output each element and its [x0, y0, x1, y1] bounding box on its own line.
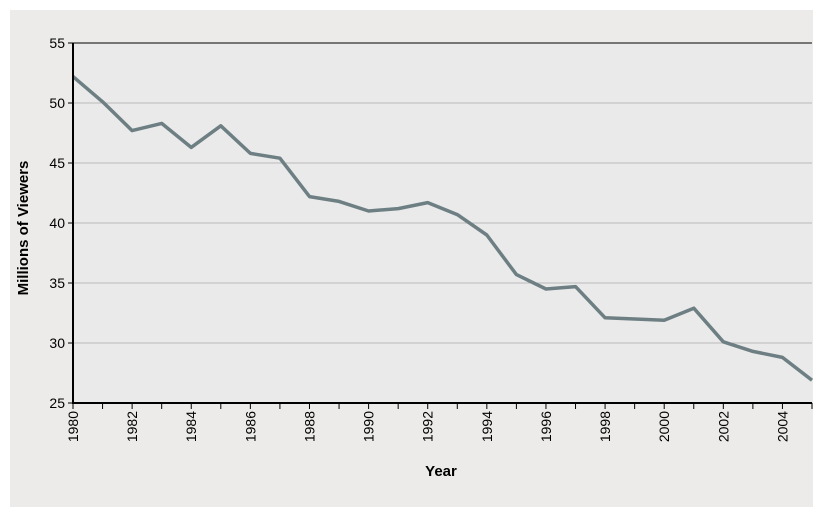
y-tick-label: 50	[49, 95, 65, 111]
x-tick-label: 1980	[65, 411, 81, 442]
x-tick-label: 1988	[301, 411, 317, 442]
y-tick-label: 40	[49, 215, 65, 231]
y-axis-ticks: 25 30 35 40 45 50 55	[49, 35, 73, 411]
y-tick-label: 25	[49, 395, 65, 411]
x-tick-label: 1996	[538, 411, 554, 442]
x-tick-label: 2004	[774, 411, 790, 442]
x-tick-label: 1986	[242, 411, 258, 442]
x-tick-label: 2002	[715, 411, 731, 442]
y-axis-title: Millions of Viewers	[15, 161, 32, 296]
y-tick-label: 45	[49, 155, 65, 171]
y-tick-label: 30	[49, 335, 65, 351]
viewers-line	[71, 75, 813, 382]
x-tick-label: 1984	[183, 411, 199, 442]
x-tick-label: 1994	[479, 411, 495, 442]
x-tick-label: 1982	[124, 411, 140, 442]
x-tick-label: 1992	[420, 411, 436, 442]
gridlines	[73, 102, 812, 344]
x-tick-label: 1998	[597, 411, 613, 442]
x-tick-label: 2000	[656, 411, 672, 442]
x-axis-title: Year	[425, 463, 457, 480]
y-tick-label: 35	[49, 275, 65, 291]
x-tick-label: 1990	[361, 411, 377, 442]
y-tick-label: 55	[49, 35, 65, 51]
x-axis-ticks: 1980 1982 1984 1986 1988 1990 1992 1994 1996 1998…	[65, 403, 813, 442]
